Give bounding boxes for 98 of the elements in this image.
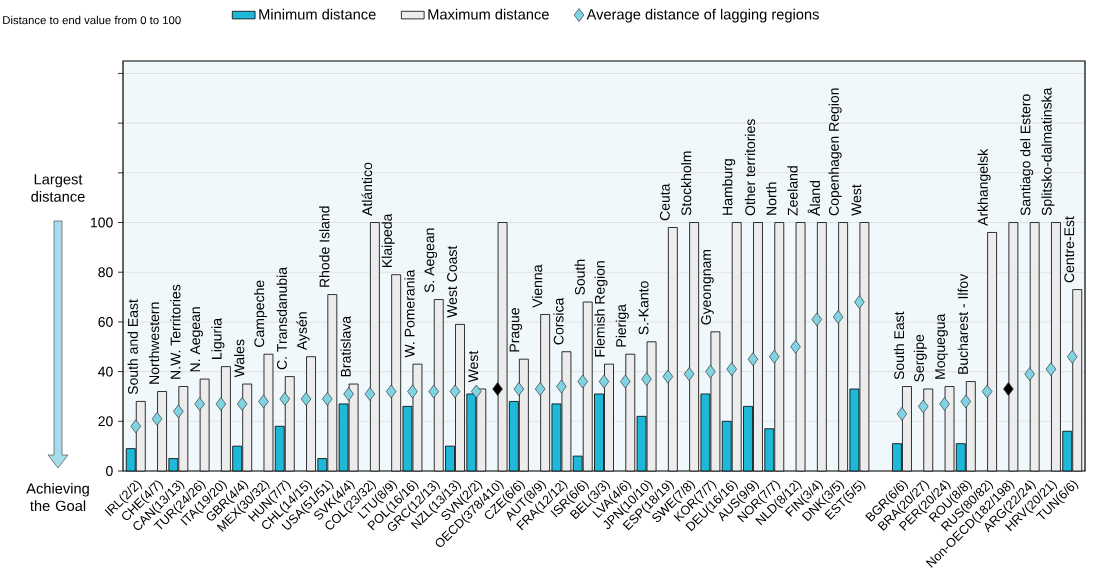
y-axis-title: Distance to end value from 0 to 100	[3, 15, 181, 25]
point	[769, 349, 780, 364]
point	[854, 295, 865, 309]
y-tick-label: 40	[98, 366, 113, 377]
data-label: Pieriga	[615, 304, 629, 347]
point	[322, 392, 333, 406]
point	[258, 394, 269, 409]
point	[939, 397, 950, 411]
point	[1067, 349, 1078, 364]
data-label: West	[851, 184, 862, 216]
data-label: Atlántico	[361, 162, 373, 216]
y-tick-label: 0	[106, 466, 113, 476]
point	[343, 387, 354, 401]
data-label: Wales	[234, 339, 245, 378]
point	[620, 374, 631, 389]
data-label: Bucharest - Ilfov	[957, 273, 968, 374]
y-tick-label: 60	[98, 316, 113, 327]
data-label: South East	[893, 311, 905, 380]
point	[981, 384, 993, 399]
point	[598, 374, 610, 389]
point	[364, 387, 376, 401]
point	[385, 384, 397, 399]
point	[407, 384, 418, 399]
point	[1045, 362, 1057, 376]
data-label: Stockholm	[681, 151, 692, 216]
point	[471, 384, 482, 399]
data-label: Flemish Region	[594, 261, 608, 357]
point	[683, 367, 695, 381]
data-label: Ceuta	[659, 183, 670, 221]
data-label: South and East	[127, 299, 138, 395]
data-label: Corsica	[553, 297, 564, 345]
point	[534, 382, 546, 396]
point	[960, 394, 972, 409]
point	[300, 392, 312, 406]
point	[279, 392, 290, 406]
point	[577, 374, 588, 389]
point	[173, 404, 184, 419]
data-label: C. Transdanubia	[276, 267, 287, 370]
point	[215, 397, 227, 411]
point	[918, 399, 929, 414]
data-label: Northwestern	[148, 302, 160, 384]
y-tick-label: 80	[98, 267, 113, 278]
data-label: Sergipe	[913, 334, 927, 382]
data-label: S.-Kanto	[638, 281, 649, 335]
data-label: Prague	[509, 308, 523, 352]
y-tick-label: 20	[98, 416, 113, 427]
data-label: West	[468, 350, 479, 383]
data-label: Centre-Est	[1064, 216, 1075, 283]
point	[641, 372, 652, 386]
point	[1024, 367, 1035, 381]
point	[236, 397, 248, 411]
data-label: West Coast	[447, 245, 457, 318]
point	[662, 369, 674, 384]
legend-label: Maximum distance	[428, 8, 549, 20]
data-label: Aysén	[296, 312, 310, 351]
point	[151, 411, 163, 426]
point	[726, 362, 737, 376]
point	[790, 339, 801, 354]
point	[428, 384, 439, 399]
point	[556, 379, 567, 394]
data-label: North	[766, 182, 777, 215]
data-label: S. Aegean	[424, 228, 438, 293]
point	[513, 382, 525, 396]
data-label: Zeeland	[787, 166, 798, 216]
data-label: Moquegua	[935, 313, 948, 379]
point	[194, 397, 205, 411]
data-label: Bratislava	[340, 315, 351, 377]
data-label: Splitsko-dalmatinska	[1041, 87, 1055, 216]
data-label: Hamburg	[722, 159, 736, 215]
data-label: South	[574, 259, 585, 295]
point	[130, 419, 141, 434]
y-tick-label: 100	[91, 217, 113, 228]
data-label: Other territories	[744, 119, 756, 216]
data-label: Klaipeda	[381, 213, 395, 267]
point	[492, 382, 503, 396]
point	[705, 364, 716, 379]
data-label: N.W. Territories	[170, 284, 181, 379]
data-label: Arkhangelsk	[977, 148, 991, 226]
point	[832, 310, 844, 324]
point	[1003, 382, 1014, 396]
point	[449, 384, 461, 399]
data-label: Copenhagen Region	[828, 88, 842, 216]
data-label: Rhode Island	[319, 206, 330, 287]
text: Largest distance	[31, 174, 85, 202]
data-label: Liguria	[211, 318, 225, 359]
data-label: N. Aegean	[190, 307, 203, 372]
point	[811, 312, 823, 327]
data-label: Åland	[807, 181, 821, 216]
data-label: Santiago del Estero	[1020, 94, 1034, 216]
data-label: Vienna	[532, 264, 543, 308]
text: Achieving the Goal	[26, 482, 89, 512]
data-label: Campeche	[253, 280, 267, 347]
point	[896, 407, 908, 421]
legend-label: Average distance of lagging regions	[586, 8, 819, 23]
legend-label: Minimum distance	[259, 8, 376, 20]
data-label: W. Pomerania	[404, 269, 415, 358]
data-label: Gyeongnam	[701, 249, 714, 325]
point	[747, 352, 759, 367]
